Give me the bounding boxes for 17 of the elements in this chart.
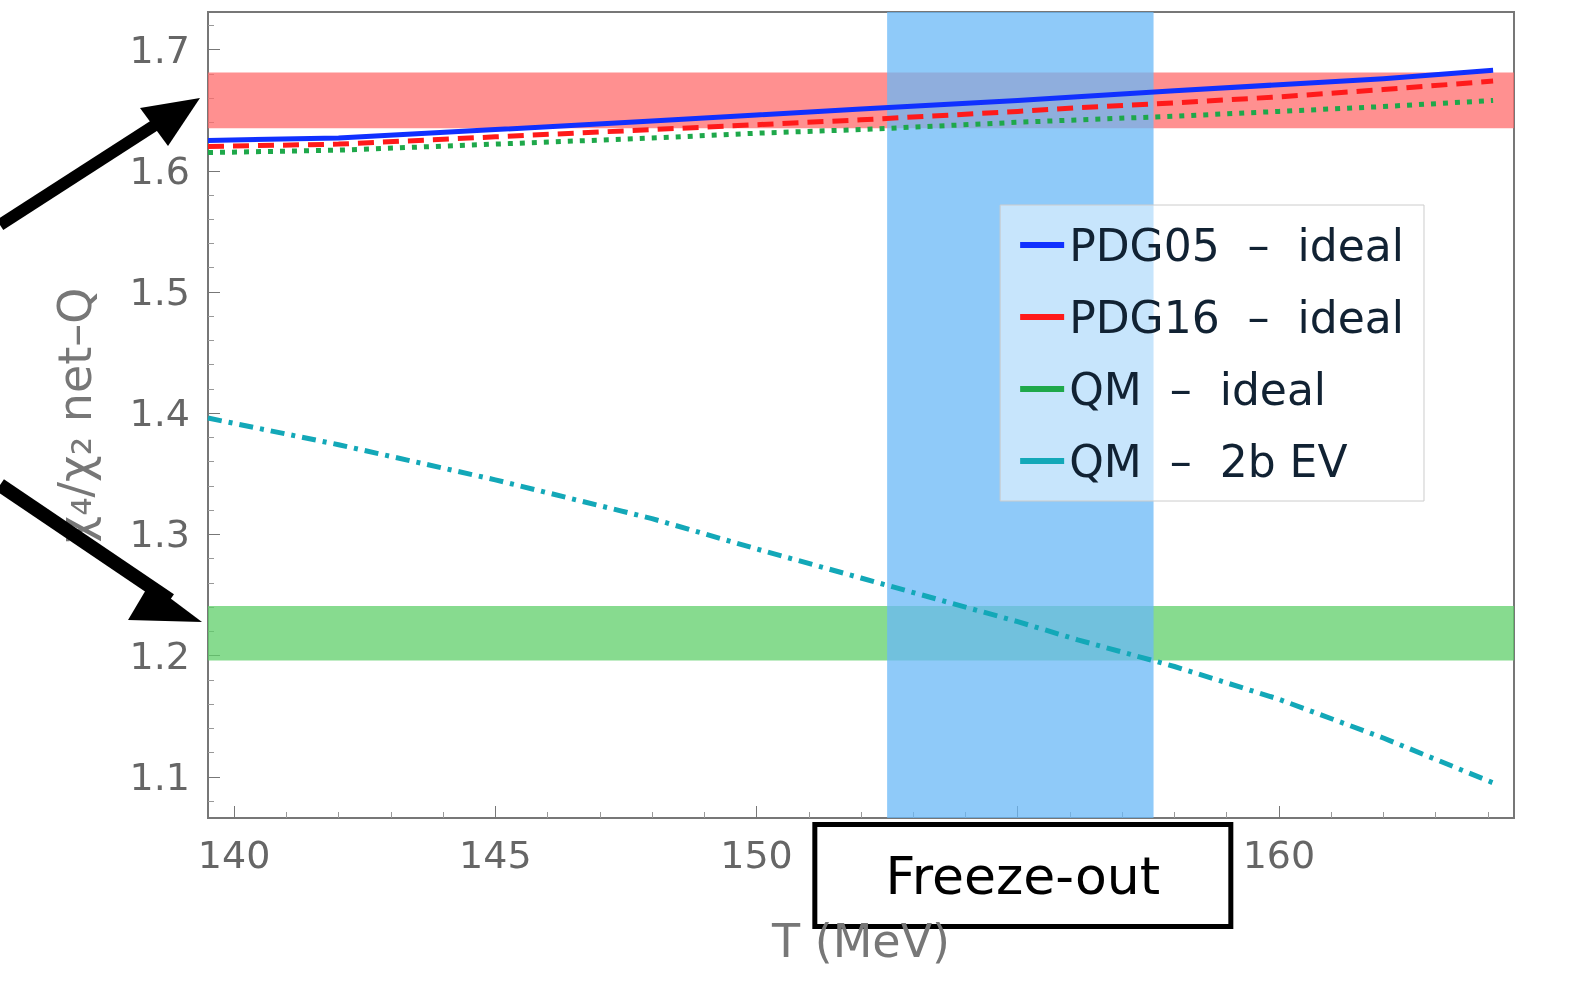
legend-label: QM – ideal [1069, 363, 1327, 415]
legend-label: PDG05 – ideal [1069, 219, 1404, 271]
x-tick-label: 145 [459, 833, 532, 877]
y-tick-label: 1.2 [129, 633, 190, 678]
legend-label: QM – 2b EV [1069, 435, 1348, 487]
x-tick-label: 160 [1242, 833, 1316, 877]
y-tick-label: 1.3 [129, 512, 190, 557]
y-tick-label: 1.6 [129, 148, 190, 193]
x-axis-title: T (MeV) [770, 914, 951, 968]
legend-label: PDG16 – ideal [1069, 291, 1404, 343]
y-tick-label: 1.1 [129, 754, 190, 799]
x-tick-label: 150 [720, 833, 793, 877]
y-tick-label: 1.5 [129, 269, 190, 314]
band-label: Freeze-out [885, 845, 1161, 906]
x-tick-label: 140 [197, 833, 271, 877]
y-tick-label: 1.4 [129, 391, 190, 436]
y-tick-label: 1.7 [129, 27, 190, 72]
